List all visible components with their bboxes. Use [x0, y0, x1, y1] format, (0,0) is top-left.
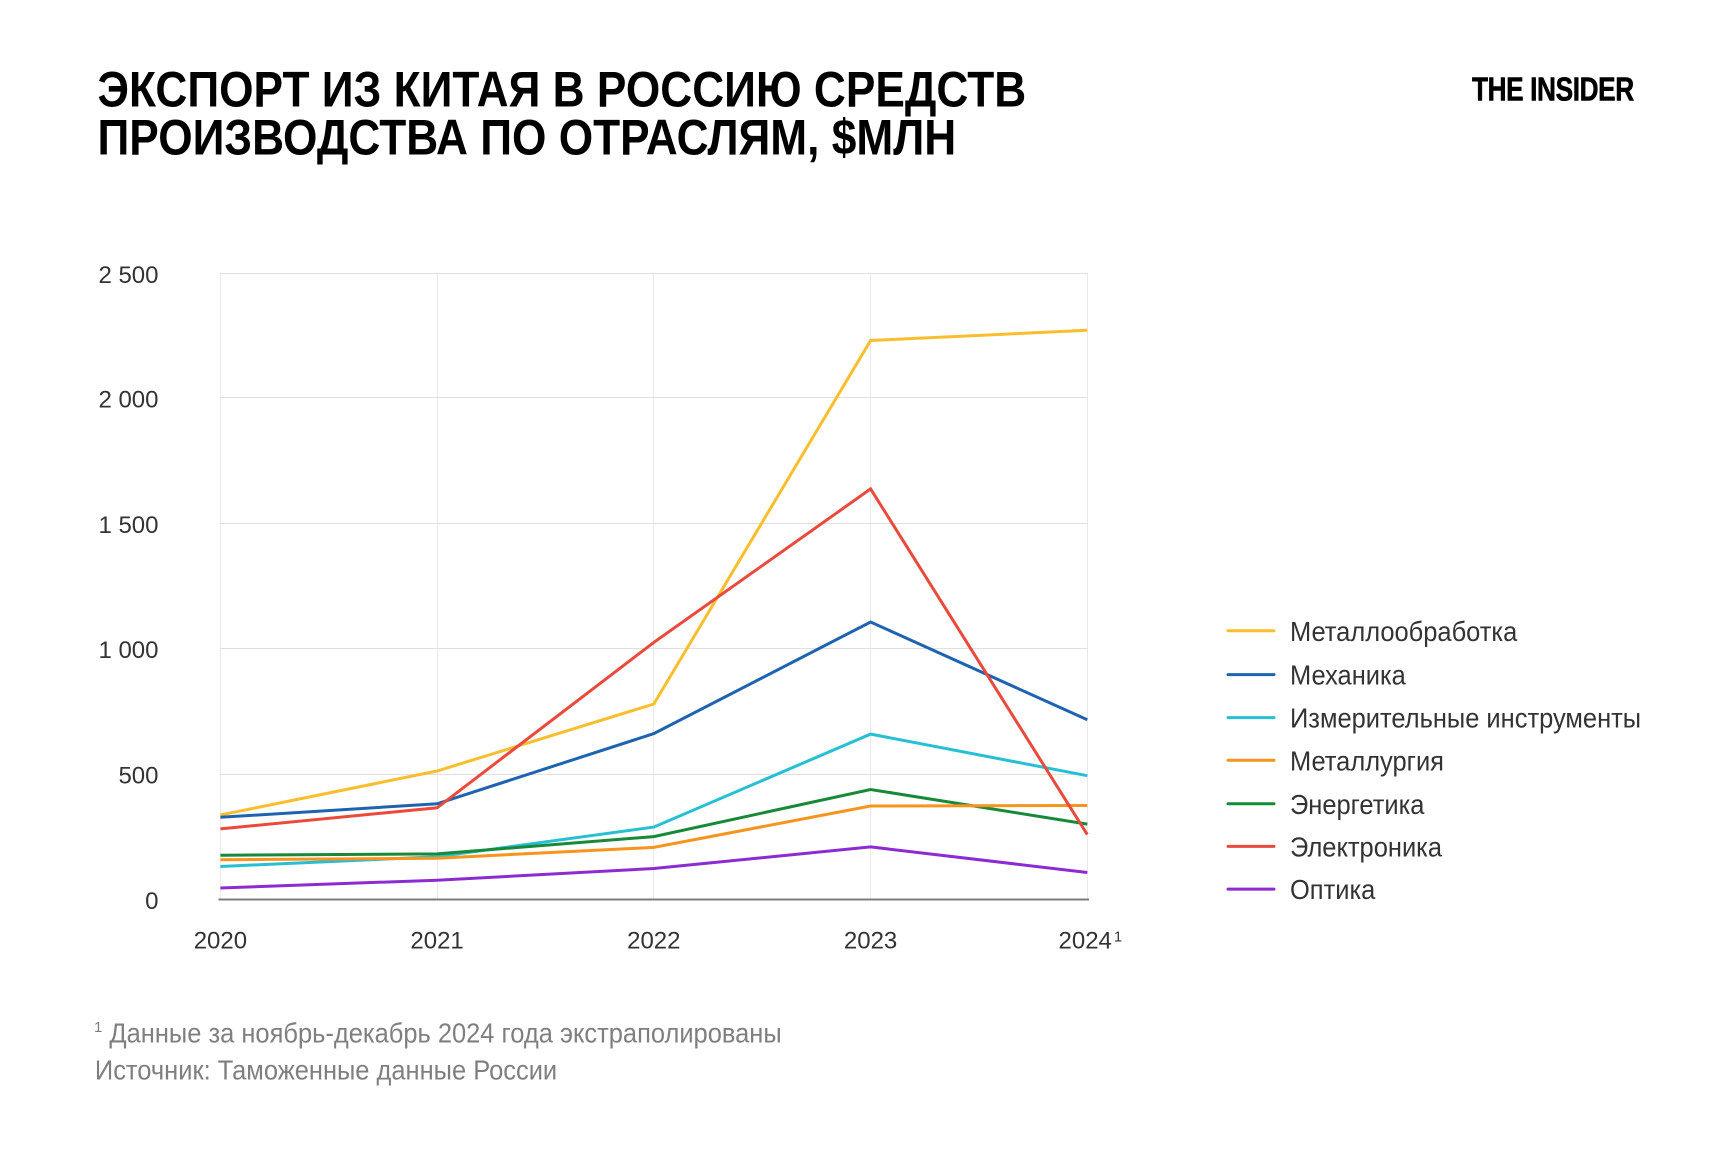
svg-text:2021: 2021: [410, 928, 463, 955]
svg-text:2023: 2023: [844, 928, 897, 955]
svg-text:2 000: 2 000: [98, 386, 158, 413]
svg-text:2020: 2020: [194, 928, 247, 955]
svg-text:Данные за ноябрь-декабрь 2024: Данные за ноябрь-декабрь 2024 года экстр…: [109, 1017, 781, 1048]
svg-text:500: 500: [118, 763, 158, 790]
svg-text:Энергетика: Энергетика: [1290, 789, 1425, 820]
svg-text:Металлургия: Металлургия: [1290, 745, 1444, 776]
svg-text:1 000: 1 000: [98, 637, 158, 664]
svg-text:Металлообработка: Металлообработка: [1290, 616, 1517, 647]
svg-text:1: 1: [1114, 930, 1122, 946]
svg-text:Источник: Таможенные данные Ро: Источник: Таможенные данные России: [95, 1054, 557, 1085]
svg-text:Измерительные инструменты: Измерительные инструменты: [1290, 703, 1641, 734]
svg-text:Электроника: Электроника: [1290, 831, 1442, 862]
svg-text:THE INSIDER: THE INSIDER: [1472, 71, 1634, 108]
svg-text:ПРОИЗВОДСТВА ПО ОТРАСЛЯМ, $МЛН: ПРОИЗВОДСТВА ПО ОТРАСЛЯМ, $МЛН: [98, 110, 957, 166]
svg-text:2022: 2022: [627, 928, 680, 955]
svg-text:ЭКСПОРТ ИЗ КИТАЯ В РОССИЮ СРЕД: ЭКСПОРТ ИЗ КИТАЯ В РОССИЮ СРЕДСТВ: [98, 62, 1027, 118]
svg-text:2024: 2024: [1059, 928, 1112, 955]
svg-text:Механика: Механика: [1290, 660, 1406, 691]
svg-text:2 500: 2 500: [98, 262, 158, 289]
svg-text:0: 0: [145, 888, 158, 915]
svg-text:Оптика: Оптика: [1290, 874, 1375, 905]
svg-text:1 500: 1 500: [98, 512, 158, 539]
svg-text:1: 1: [94, 1019, 102, 1036]
